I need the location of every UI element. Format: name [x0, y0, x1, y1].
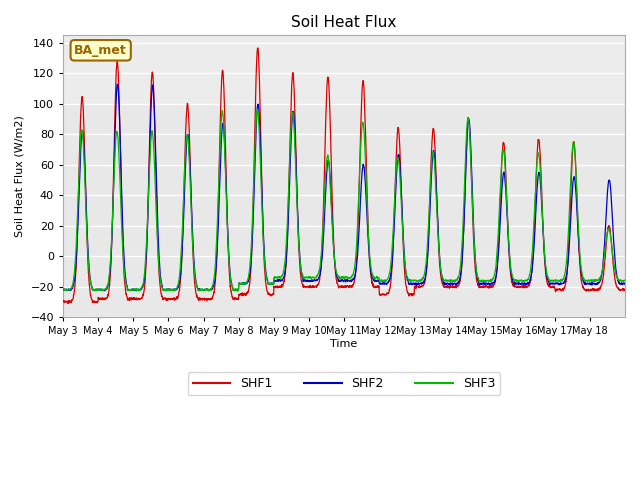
- SHF3: [378, 278, 386, 284]
- Title: Soil Heat Flux: Soil Heat Flux: [291, 15, 397, 30]
- Legend: SHF1, SHF2, SHF3: SHF1, SHF2, SHF3: [188, 372, 500, 396]
- SHF1: [614, 285, 621, 290]
- SHF3: [614, 276, 621, 282]
- SHF2: [60, 287, 67, 292]
- SHF2: [114, 81, 122, 87]
- SHF3: [514, 278, 522, 284]
- SHF1: [237, 291, 244, 297]
- SHF2: [234, 288, 242, 294]
- SHF1: [621, 287, 629, 293]
- SHF1: [64, 300, 72, 306]
- Y-axis label: Soil Heat Flux (W/m2): Soil Heat Flux (W/m2): [15, 115, 25, 237]
- Line: SHF1: SHF1: [63, 48, 625, 303]
- SHF3: [60, 286, 67, 292]
- SHF2: [378, 280, 386, 286]
- X-axis label: Time: Time: [330, 339, 358, 349]
- Text: BA_met: BA_met: [74, 44, 127, 57]
- SHF2: [116, 112, 124, 118]
- SHF1: [60, 298, 67, 304]
- SHF2: [614, 275, 621, 281]
- SHF3: [253, 107, 261, 112]
- Bar: [63, 36, 625, 104]
- SHF3: [545, 277, 553, 283]
- SHF1: [514, 285, 522, 290]
- Line: SHF3: SHF3: [63, 109, 625, 291]
- SHF1: [378, 291, 386, 297]
- Line: SHF2: SHF2: [63, 84, 625, 291]
- SHF2: [545, 281, 553, 287]
- SHF3: [115, 158, 123, 164]
- SHF3: [195, 288, 203, 294]
- SHF2: [514, 280, 522, 286]
- SHF2: [237, 281, 244, 287]
- SHF2: [621, 280, 629, 286]
- SHF3: [621, 277, 629, 283]
- SHF1: [116, 109, 124, 115]
- SHF1: [254, 45, 262, 51]
- SHF1: [545, 284, 553, 290]
- SHF3: [237, 281, 244, 287]
